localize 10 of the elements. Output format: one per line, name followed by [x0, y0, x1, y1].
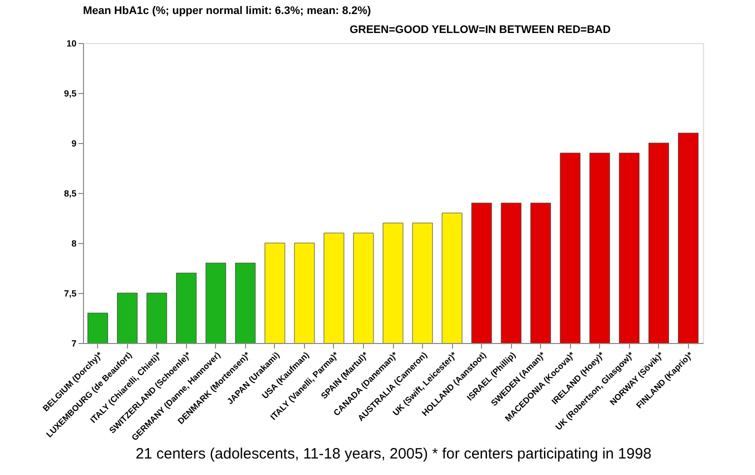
y-tick-label: 7 — [71, 338, 76, 348]
y-tick-label: 8 — [71, 238, 76, 248]
x-axis-title: 21 centers (adolescents, 11-18 years, 2005) * for centers participating in 1998 — [136, 445, 652, 462]
y-tick-label: 10 — [66, 38, 76, 48]
y-tick-label: 7,5 — [64, 288, 76, 298]
text: GREEN=GOOD YELLOW=IN BETWEEN RED=BAD — [350, 24, 611, 36]
y-tick-label: 9 — [71, 138, 76, 148]
y-tick-label: 8,5 — [64, 188, 76, 198]
chart-title: Mean HbA1c (%; upper normal limit: 6.3%; mean: 8.2%) — [83, 5, 372, 17]
y-tick-label: 9,5 — [64, 88, 76, 98]
